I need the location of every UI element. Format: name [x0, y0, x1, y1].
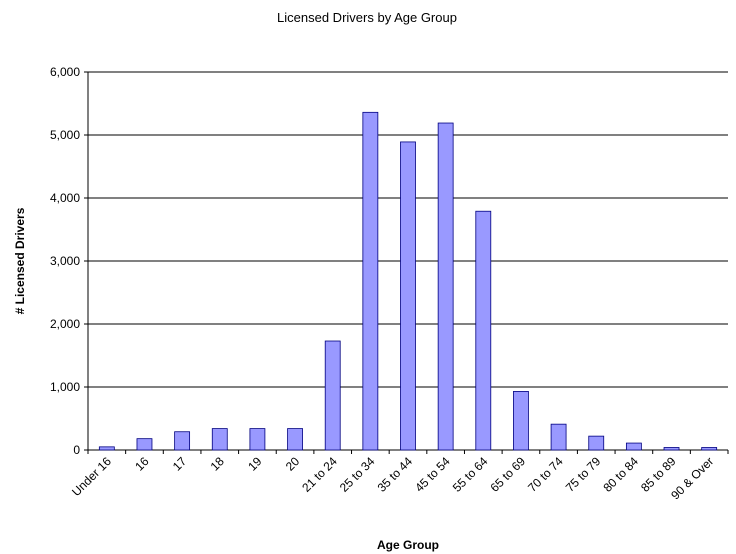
x-tick-label: 80 to 84 [600, 454, 641, 495]
x-tick-label: 70 to 74 [525, 454, 566, 495]
y-tick-label: 0 [73, 443, 80, 457]
chart-title: Licensed Drivers by Age Group [277, 10, 457, 25]
x-tick-label: 35 to 44 [375, 454, 416, 495]
bar [475, 210, 492, 451]
bar [98, 446, 115, 451]
x-tick-label: 17 [170, 454, 190, 474]
x-tick-label: 65 to 69 [487, 454, 528, 495]
x-tick-label: 25 to 34 [337, 454, 378, 495]
bar [174, 431, 191, 451]
bar [701, 447, 718, 451]
bar [550, 423, 567, 451]
x-tick-label: 19 [245, 454, 265, 474]
x-tick-label: 75 to 79 [563, 454, 604, 495]
bar [513, 391, 529, 451]
bar [625, 442, 642, 451]
bar [287, 428, 303, 451]
y-axis-title: # Licensed Drivers [13, 207, 27, 314]
bar [588, 435, 605, 451]
x-tick-label: 18 [208, 454, 228, 474]
y-tick-label: 6,000 [50, 65, 80, 79]
x-axis-title: Age Group [377, 538, 439, 552]
bar [400, 141, 416, 451]
bar [211, 428, 228, 451]
y-tick-label: 4,000 [50, 191, 80, 205]
x-tick-label: Under 16 [69, 454, 114, 499]
bar [437, 122, 454, 451]
bar [249, 428, 266, 451]
x-tick-label: 55 to 64 [450, 454, 491, 495]
x-tick-label: 20 [283, 454, 303, 474]
bar [663, 447, 680, 451]
y-tick-label: 2,000 [50, 317, 80, 331]
x-tick-label: 16 [132, 454, 152, 474]
bar [362, 111, 379, 451]
bar [136, 438, 153, 451]
bar [324, 340, 341, 451]
x-tick-label: 21 to 24 [299, 454, 340, 495]
y-tick-label: 1,000 [50, 380, 80, 394]
y-tick-label: 3,000 [50, 254, 80, 268]
y-tick-label: 5,000 [50, 128, 80, 142]
x-tick-label: 45 to 54 [412, 454, 453, 495]
